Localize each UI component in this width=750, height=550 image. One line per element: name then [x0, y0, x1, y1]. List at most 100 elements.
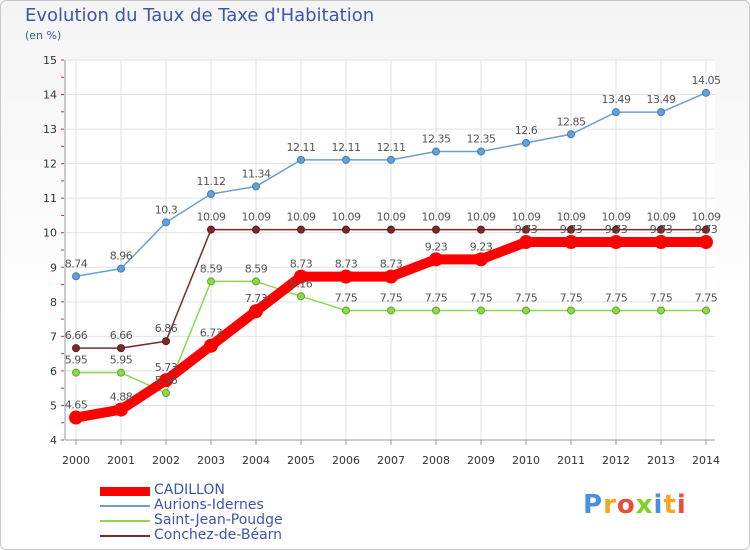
data-point — [609, 235, 623, 250]
data-point — [387, 306, 395, 315]
x-tick-label: 2012 — [602, 454, 630, 467]
data-label: 10.09 — [602, 211, 631, 224]
data-label: 4.88 — [110, 391, 133, 404]
data-label: 8.73 — [290, 258, 313, 271]
chart-title: Evolution du Taux de Taxe d'Habitation — [25, 5, 375, 26]
data-point — [522, 138, 530, 147]
data-point — [612, 225, 620, 234]
logo-letter: t — [663, 490, 677, 520]
logo-letter: r — [603, 490, 617, 520]
x-tick-label: 2014 — [692, 454, 720, 467]
data-point — [477, 306, 485, 315]
data-point — [252, 225, 260, 234]
data-label: 12.6 — [515, 124, 538, 137]
data-point — [702, 306, 710, 315]
data-label: 9.23 — [470, 240, 493, 253]
data-label: 7.75 — [605, 291, 628, 304]
data-label: 12.11 — [287, 141, 316, 154]
data-point — [117, 344, 125, 353]
x-tick-label: 2010 — [512, 454, 540, 467]
data-point — [474, 252, 488, 267]
legend-label: CADILLON — [154, 482, 225, 498]
data-point — [162, 337, 170, 346]
data-point — [72, 272, 80, 281]
data-label: 8.59 — [245, 262, 268, 275]
data-point — [159, 373, 173, 388]
y-tick-label: 6 — [50, 365, 57, 378]
data-point — [432, 306, 440, 315]
data-label: 10.3 — [155, 203, 178, 216]
data-point — [432, 147, 440, 156]
data-point — [72, 368, 80, 377]
logo-letter: x — [635, 490, 654, 520]
x-tick-label: 2013 — [647, 454, 675, 467]
data-label: 11.12 — [197, 175, 226, 188]
data-label: 10.09 — [377, 211, 406, 224]
data-point — [249, 304, 263, 319]
legend-swatch — [100, 520, 150, 522]
data-label: 10.09 — [557, 211, 586, 224]
data-point — [117, 264, 125, 273]
x-tick-label: 2005 — [287, 454, 315, 467]
y-tick-label: 12 — [43, 158, 57, 171]
data-point — [612, 306, 620, 315]
data-label: 10.09 — [512, 211, 541, 224]
data-label: 10.09 — [647, 211, 676, 224]
proxiti-logo: Proxiti — [583, 490, 687, 520]
data-label: 9.23 — [425, 240, 448, 253]
data-label: 10.09 — [422, 211, 451, 224]
data-label: 12.35 — [422, 133, 451, 146]
data-point — [342, 225, 350, 234]
data-label: 13.49 — [602, 93, 631, 106]
data-point — [657, 306, 665, 315]
y-tick-label: 15 — [43, 54, 57, 67]
data-point — [252, 277, 260, 286]
data-point — [117, 368, 125, 377]
data-point — [612, 108, 620, 117]
logo-letter: o — [616, 490, 636, 520]
x-tick-label: 2004 — [242, 454, 270, 467]
data-label: 13.49 — [647, 93, 676, 106]
y-tick-label: 11 — [43, 192, 57, 205]
data-point — [204, 338, 218, 353]
data-label: 9.73 — [515, 223, 538, 236]
data-label: 7.75 — [560, 291, 583, 304]
data-label: 6.86 — [155, 322, 178, 335]
data-point — [207, 277, 215, 286]
data-label: 9.73 — [605, 223, 628, 236]
x-tick-label: 2002 — [152, 454, 180, 467]
legend-label: Saint-Jean-Poudge — [154, 512, 283, 528]
data-label: 12.35 — [467, 133, 496, 146]
chart-subtitle: (en %) — [25, 29, 62, 42]
data-point — [297, 155, 305, 164]
legend-swatch — [100, 535, 150, 537]
data-point — [297, 225, 305, 234]
data-label: 11.34 — [242, 167, 271, 180]
data-point — [699, 235, 713, 250]
data-point — [702, 88, 710, 97]
data-label: 4.65 — [65, 399, 88, 412]
y-tick-label: 5 — [50, 399, 57, 412]
data-label: 6.66 — [65, 329, 88, 342]
data-label: 8.59 — [200, 262, 223, 275]
logo-letter: i — [653, 490, 664, 520]
data-point — [69, 410, 83, 425]
data-point — [207, 225, 215, 234]
y-tick-label: 13 — [43, 123, 57, 136]
data-point — [162, 389, 170, 398]
data-point — [297, 292, 305, 301]
data-point — [519, 235, 533, 250]
data-label: 6.66 — [110, 329, 133, 342]
legend-swatch — [100, 505, 150, 507]
data-point — [567, 225, 575, 234]
data-point — [342, 155, 350, 164]
y-tick-label: 8 — [50, 296, 57, 309]
data-label: 10.09 — [197, 211, 226, 224]
data-label: 5.36 — [155, 374, 178, 387]
data-label: 10.09 — [467, 211, 496, 224]
x-tick-label: 2011 — [557, 454, 585, 467]
data-label: 12.11 — [377, 141, 406, 154]
data-label: 8.96 — [110, 250, 133, 263]
data-point — [654, 235, 668, 250]
y-tick-label: 4 — [50, 434, 57, 447]
